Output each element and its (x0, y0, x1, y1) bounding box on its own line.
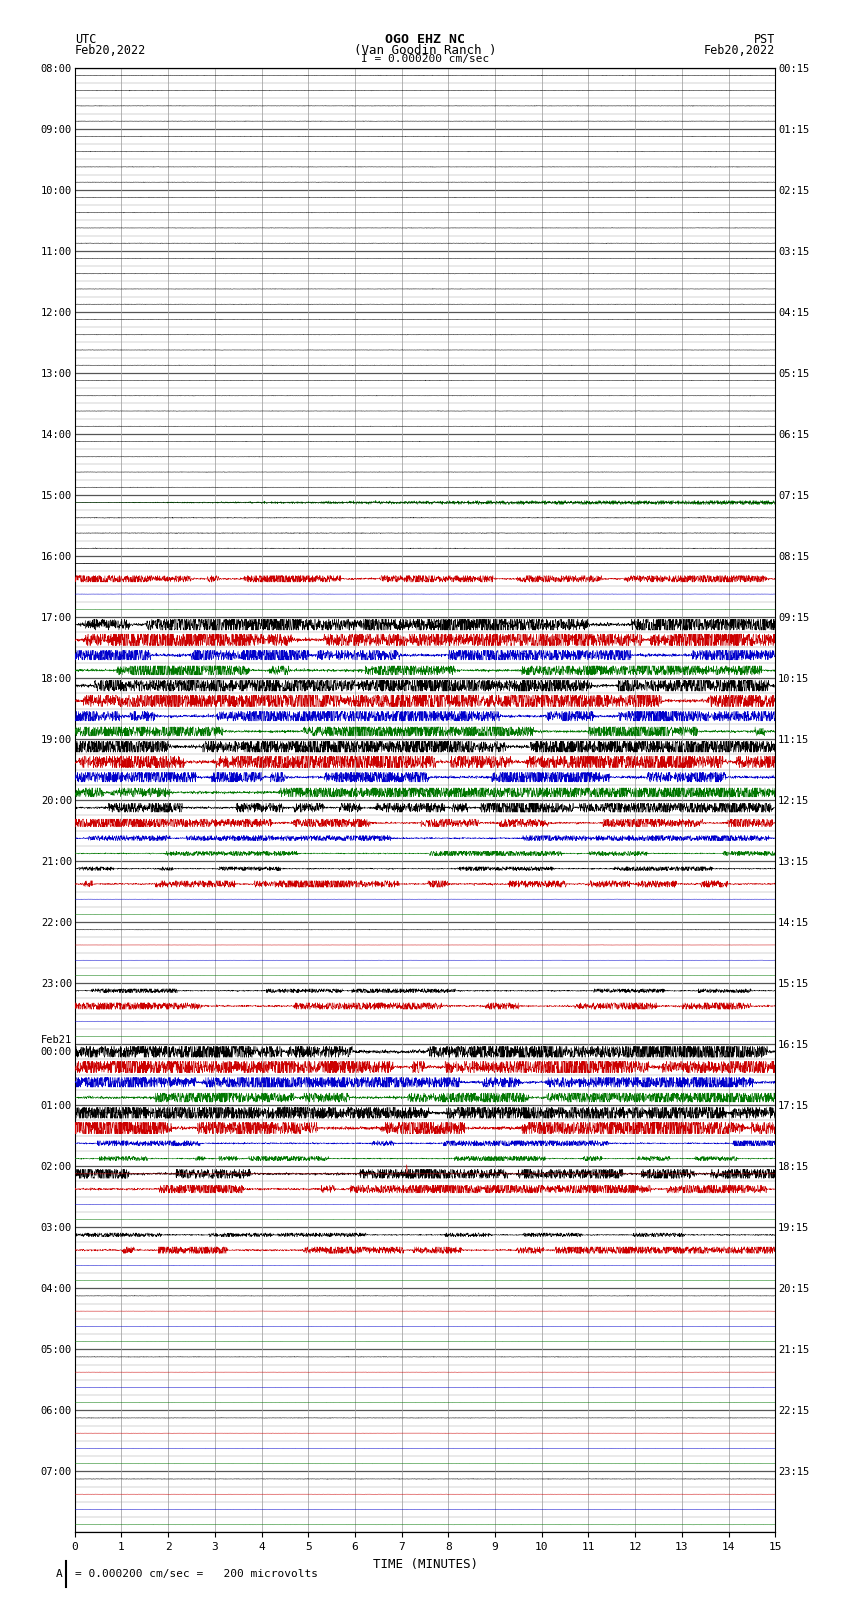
Text: Feb20,2022: Feb20,2022 (75, 44, 146, 56)
Text: UTC: UTC (75, 32, 96, 47)
Text: = 0.000200 cm/sec =   200 microvolts: = 0.000200 cm/sec = 200 microvolts (75, 1569, 318, 1579)
Text: (Van Goodin Ranch ): (Van Goodin Ranch ) (354, 44, 496, 56)
X-axis label: TIME (MINUTES): TIME (MINUTES) (372, 1558, 478, 1571)
Text: A: A (55, 1569, 62, 1579)
Text: OGO EHZ NC: OGO EHZ NC (385, 32, 465, 47)
Text: PST: PST (754, 32, 775, 47)
Text: I = 0.000200 cm/sec: I = 0.000200 cm/sec (361, 53, 489, 65)
Text: Feb20,2022: Feb20,2022 (704, 44, 775, 56)
